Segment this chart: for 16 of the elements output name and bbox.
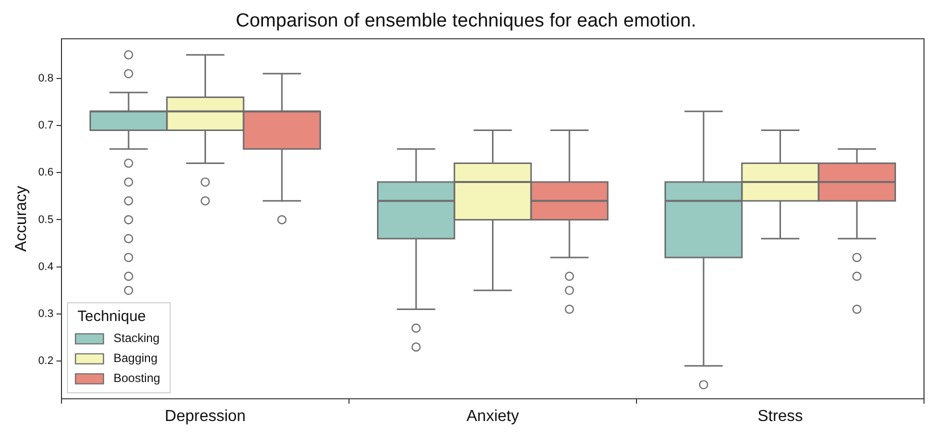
y-axis-title: Accuracy (13, 186, 30, 252)
x-tick-label: Stress (758, 408, 803, 425)
legend-title: Technique (77, 308, 146, 325)
y-tick-label: 0.6 (38, 166, 54, 179)
x-tick-label: Anxiety (466, 408, 519, 425)
legend-label: Bagging (113, 351, 158, 366)
y-tick-label: 0.2 (38, 355, 54, 368)
y-tick-label: 0.7 (38, 120, 54, 132)
y-tick-label: 0.8 (38, 72, 54, 84)
y-tick-label: 0.5 (38, 214, 54, 226)
y-tick-label: 0.4 (38, 260, 54, 273)
legend-label: Stacking (113, 331, 160, 346)
x-tick-label: Depression (164, 408, 246, 425)
chart-title: Comparison of ensemble techniques for each emotion. (236, 10, 696, 32)
y-tick-label: 0.3 (38, 308, 54, 320)
legend-label: Boosting (113, 371, 160, 386)
